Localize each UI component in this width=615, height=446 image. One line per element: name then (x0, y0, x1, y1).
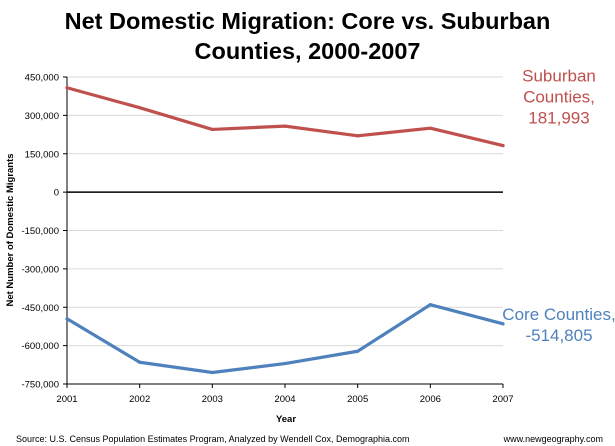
gridlines (67, 76, 503, 347)
suburban-counties-point (138, 106, 142, 110)
suburban-counties-point (356, 134, 360, 138)
x-tick-label: 2001 (56, 394, 77, 405)
suburban-counties-point (210, 127, 214, 132)
x-tick-label: 2007 (492, 394, 513, 405)
core-counties-point (428, 303, 432, 307)
chart-title: Net Domestic Migration: Core vs. Suburba… (0, 6, 615, 66)
x-tick-label: 2005 (347, 394, 368, 405)
y-tick-label: -600,000 (21, 341, 59, 352)
core-counties-point (501, 322, 505, 326)
core-counties-point (356, 349, 360, 353)
credit-note: www.newgeography.com (503, 434, 603, 444)
suburban-counties-line (65, 86, 505, 148)
suburban-counties-annotation: Suburban (522, 67, 596, 86)
chart-title-line-1: Net Domestic Migration: Core vs. Suburba… (64, 8, 551, 34)
core-counties-point (138, 360, 142, 364)
suburban-counties-annotation: Counties, (523, 88, 595, 107)
core-counties-annotation: -514,805 (525, 326, 592, 345)
y-tick-label: -450,000 (21, 303, 59, 314)
y-tick-label: 0 (54, 188, 59, 199)
x-axis-ticks: 2001 2002 2003 2004 2005 2006 2007 (56, 384, 514, 405)
y-axis-title: Net Number of Domestic Migrants (5, 153, 16, 306)
suburban-counties-point (501, 143, 505, 148)
x-tick-label: 2006 (420, 394, 441, 405)
source-note: Source: U.S. Census Population Estimates… (16, 434, 410, 444)
suburban-counties-point (283, 124, 287, 128)
core-counties-annotation: Core Counties, (502, 305, 615, 324)
series-annotations: Suburban Counties, 181,993 Core Counties, -5… (502, 67, 615, 345)
y-tick-label: -300,000 (21, 264, 59, 275)
suburban-counties-annotation: 181,993 (528, 109, 589, 128)
y-tick-label: -750,000 (21, 380, 59, 391)
y-tick-label: 450,000 (25, 73, 59, 84)
x-tick-label: 2002 (129, 394, 150, 405)
x-tick-label: 2003 (202, 394, 223, 405)
suburban-counties-point (65, 86, 69, 90)
x-tick-label: 2004 (274, 394, 295, 405)
suburban-counties-point (428, 126, 432, 130)
core-counties-point (65, 317, 69, 321)
core-counties-point (283, 361, 287, 366)
chart-title-line-2: Counties, 2000-2007 (194, 38, 421, 64)
x-axis-title: Year (276, 414, 296, 425)
y-tick-label: 150,000 (25, 149, 59, 160)
y-tick-label: 300,000 (25, 111, 59, 122)
core-counties-point (210, 370, 214, 375)
y-tick-label: -150,000 (21, 226, 59, 237)
series-lines (65, 86, 505, 375)
y-axis-ticks: 450,000 300,000 150,000 0 -150,000 -300,000 -4… (21, 73, 67, 391)
